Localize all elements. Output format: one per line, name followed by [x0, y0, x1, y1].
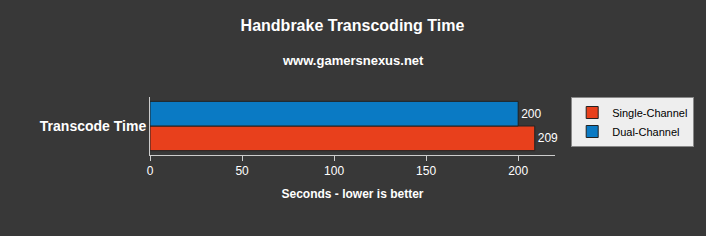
- svg-text:Single-Channel: Single-Channel: [612, 107, 687, 119]
- svg-text:100: 100: [324, 164, 344, 178]
- svg-text:Dual-Channel: Dual-Channel: [612, 126, 679, 138]
- svg-text:150: 150: [416, 164, 436, 178]
- svg-text:Transcode Time: Transcode Time: [40, 118, 147, 134]
- svg-text:www.gamersnexus.net: www.gamersnexus.net: [282, 53, 424, 68]
- svg-text:0: 0: [147, 164, 154, 178]
- svg-text:Seconds - lower is better: Seconds - lower is better: [281, 187, 423, 201]
- svg-text:Handbrake Transcoding Time: Handbrake Transcoding Time: [241, 17, 465, 34]
- svg-text:200: 200: [508, 164, 528, 178]
- svg-text:209: 209: [538, 131, 558, 145]
- svg-text:50: 50: [235, 164, 249, 178]
- svg-text:200: 200: [521, 107, 541, 121]
